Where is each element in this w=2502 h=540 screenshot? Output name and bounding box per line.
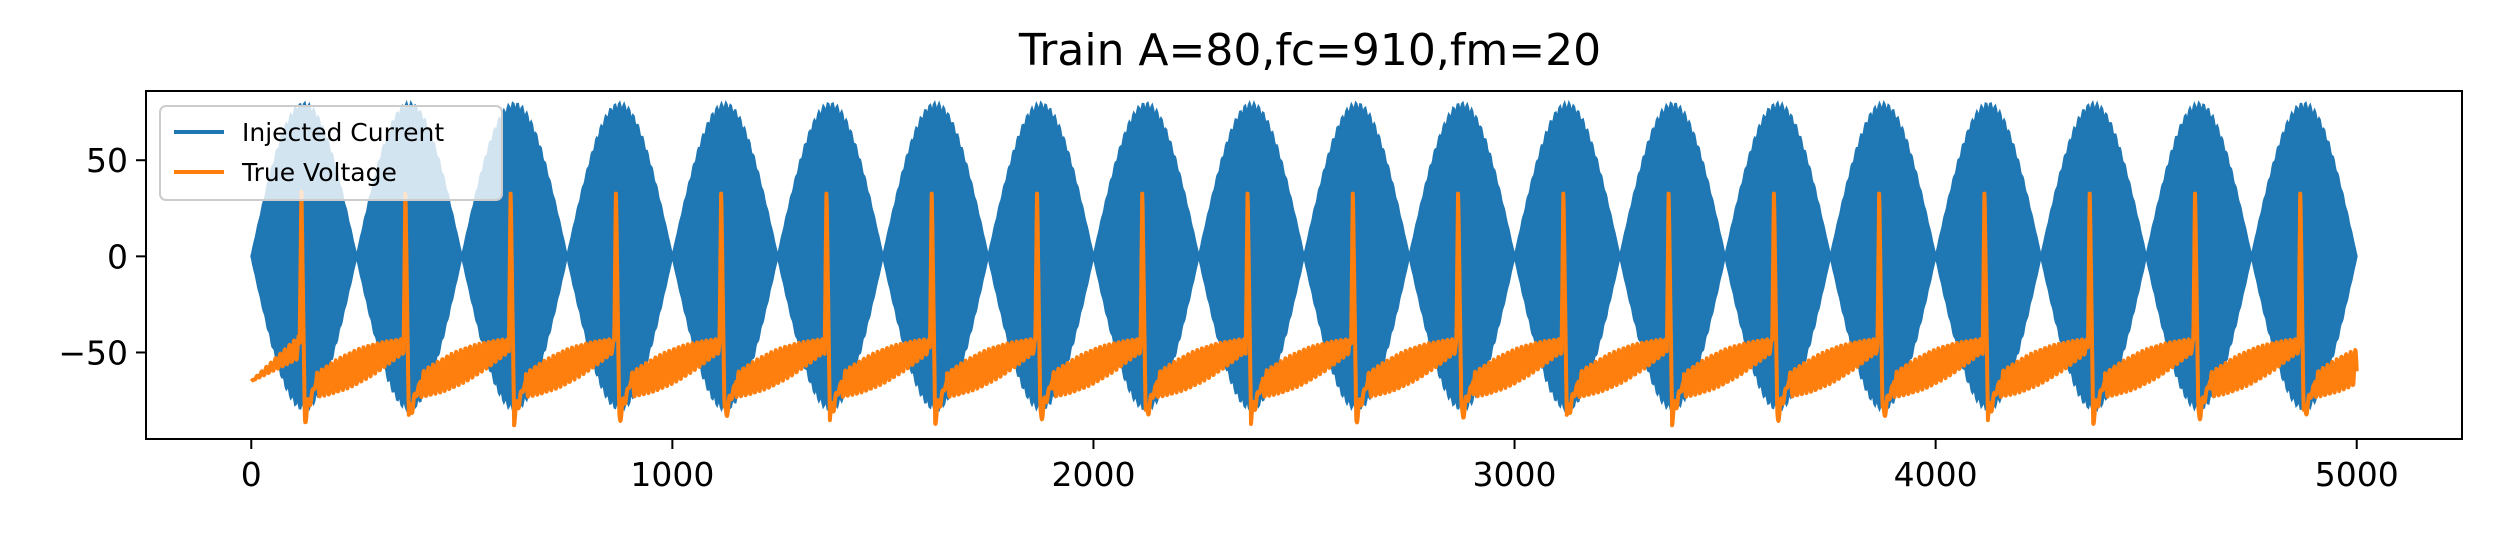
y-tick-label: −50 — [58, 333, 128, 372]
x-tick-label: 3000 — [1473, 455, 1557, 494]
plot-area — [145, 90, 2463, 440]
x-axis: 0 1000 2000 3000 4000 5000 — [241, 439, 2399, 494]
y-axis: −50 0 50 — [58, 141, 146, 372]
chart-title: Train A=80,fc=910,fm=20 — [1018, 25, 1601, 76]
legend-label: True Voltage — [241, 158, 397, 187]
x-tick-label: 0 — [241, 455, 262, 494]
plot-frame — [145, 90, 2463, 440]
x-tick-label: 2000 — [1051, 455, 1135, 494]
legend-label: Injected Current — [242, 118, 444, 147]
legend: Injected Current True Voltage — [159, 105, 503, 201]
y-tick-label: 50 — [86, 141, 128, 180]
x-tick-label: 4000 — [1894, 455, 1978, 494]
x-tick-label: 5000 — [2315, 455, 2399, 494]
series-true-voltage — [249, 189, 2359, 428]
x-tick-label: 1000 — [630, 455, 714, 494]
legend-box — [159, 105, 503, 201]
y-tick-label: 0 — [107, 237, 128, 276]
